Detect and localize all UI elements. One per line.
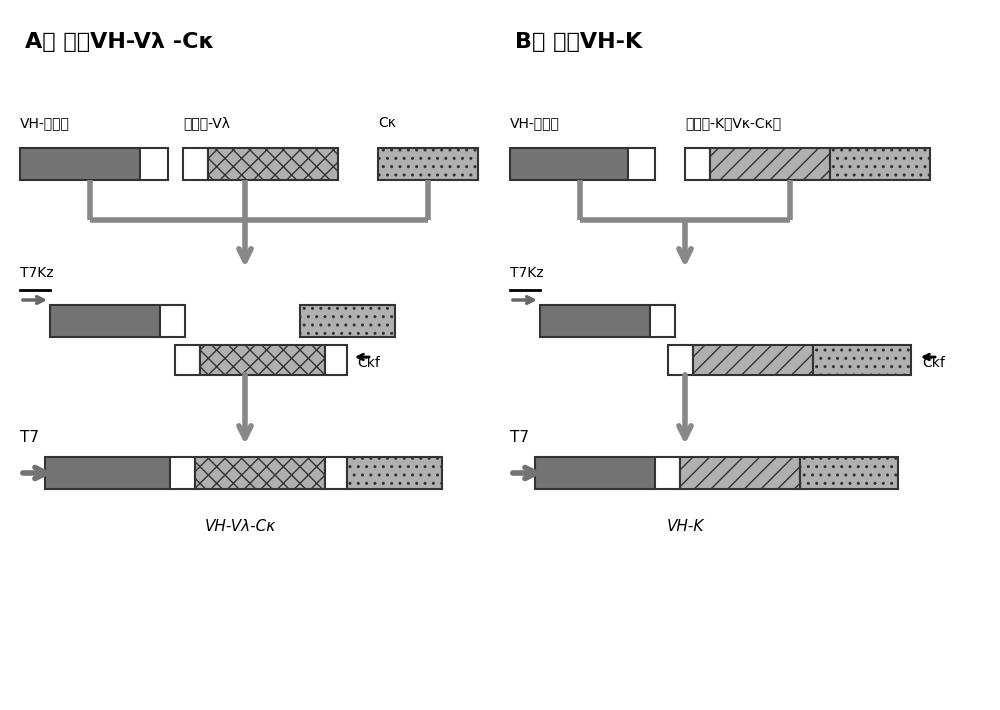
- Bar: [325, 345, 347, 375]
- Text: T7: T7: [510, 430, 529, 445]
- Bar: [685, 148, 710, 180]
- Bar: [510, 148, 628, 180]
- Bar: [140, 148, 168, 180]
- Bar: [710, 148, 830, 180]
- Text: Ckf: Ckf: [922, 356, 945, 370]
- Text: VH-连接肽: VH-连接肽: [510, 116, 560, 130]
- Text: T7: T7: [20, 430, 39, 445]
- Text: VH-连接肽: VH-连接肽: [20, 116, 70, 130]
- Text: B） 构建VH-K: B） 构建VH-K: [515, 32, 642, 52]
- Bar: [170, 457, 195, 489]
- Text: Cκ: Cκ: [378, 116, 396, 130]
- Text: T7Kz: T7Kz: [510, 266, 544, 280]
- Text: Ckf: Ckf: [357, 356, 380, 370]
- Bar: [693, 345, 813, 375]
- Bar: [813, 345, 911, 375]
- Text: T7Kz: T7Kz: [20, 266, 54, 280]
- Text: A） 构建VH-Vλ -Cκ: A） 构建VH-Vλ -Cκ: [25, 32, 214, 52]
- Bar: [800, 457, 898, 489]
- Bar: [208, 148, 338, 180]
- Bar: [830, 148, 930, 180]
- Text: 连接肽-Vλ: 连接肽-Vλ: [183, 116, 230, 130]
- Bar: [325, 457, 347, 489]
- Bar: [50, 305, 160, 337]
- Bar: [540, 305, 650, 337]
- Bar: [347, 457, 442, 489]
- Bar: [45, 457, 170, 489]
- Bar: [650, 305, 675, 337]
- Bar: [378, 148, 478, 180]
- Bar: [160, 305, 185, 337]
- Bar: [200, 345, 325, 375]
- Bar: [20, 148, 140, 180]
- Bar: [680, 457, 800, 489]
- Bar: [655, 457, 680, 489]
- Text: VH-Vλ-Cκ: VH-Vλ-Cκ: [204, 519, 276, 534]
- Bar: [183, 148, 208, 180]
- Bar: [668, 345, 693, 375]
- Bar: [195, 457, 325, 489]
- Bar: [628, 148, 655, 180]
- Text: 连接肽-K（Vκ-Cκ）: 连接肽-K（Vκ-Cκ）: [685, 116, 781, 130]
- Bar: [535, 457, 655, 489]
- Bar: [175, 345, 200, 375]
- Text: VH-K: VH-K: [666, 519, 704, 534]
- Bar: [300, 305, 395, 337]
